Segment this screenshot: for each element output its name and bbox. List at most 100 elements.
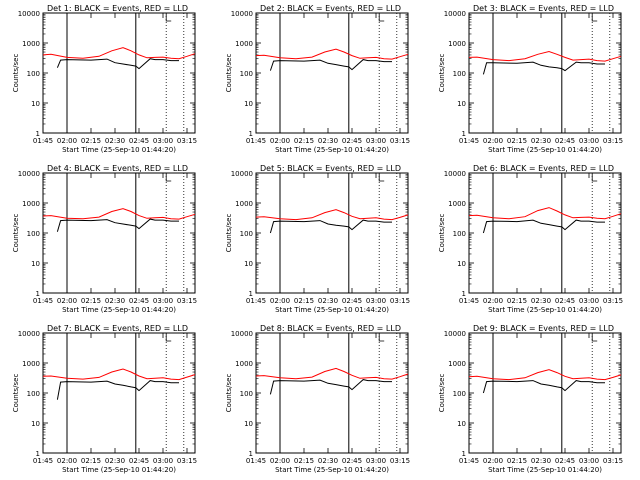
x-tick-label: 02:15 (507, 137, 527, 145)
marker-glyph (591, 14, 598, 22)
events-series-line (269, 59, 392, 71)
x-tick-label: 02:00 (57, 457, 77, 465)
y-tick-label: 1000 (235, 200, 253, 208)
x-tick-label: 02:45 (342, 137, 362, 145)
y-tick-label: 1000 (448, 40, 466, 48)
y-tick-label: 1 (36, 130, 40, 138)
y-tick-label: 1 (462, 290, 466, 298)
plot-title: Det 3: BLACK = Events, RED = LLD (473, 4, 614, 13)
x-tick-label: 02:00 (483, 297, 503, 305)
x-tick-label: 03:00 (366, 297, 386, 305)
events-series-line (482, 219, 605, 234)
y-tick-label: 10 (244, 420, 253, 428)
marker-glyph (378, 174, 385, 182)
x-tick-label: 02:00 (270, 137, 290, 145)
y-tick-label: 1 (462, 450, 466, 458)
plot-panel-det-8: Det 8: BLACK = Events, RED = LLD 1 10 100 10… (225, 324, 410, 474)
y-axis-label: Counts/sec (438, 214, 446, 253)
y-axis-label: Counts/sec (225, 214, 233, 253)
y-tick-label: 10 (457, 100, 466, 108)
y-tick-label: 100 (240, 390, 253, 398)
x-axis-label: Start Time (25-Sep-10 01:44:20) (275, 146, 389, 154)
x-tick-label: 02:15 (81, 457, 101, 465)
y-tick-label: 1000 (235, 40, 253, 48)
y-tick-label: 1000 (22, 200, 40, 208)
plot-frame (468, 332, 622, 454)
events-series-line (56, 218, 179, 232)
events-series-line (269, 379, 392, 395)
x-tick-label: 03:15 (603, 457, 623, 465)
x-tick-label: 01:45 (246, 137, 266, 145)
y-axis-label: Counts/sec (225, 54, 233, 93)
y-tick-label: 100 (27, 390, 40, 398)
x-tick-label: 02:45 (342, 457, 362, 465)
x-tick-label: 02:00 (57, 137, 77, 145)
lld-series-line (255, 367, 409, 380)
lld-series-line (468, 207, 622, 220)
y-tick-label: 100 (453, 70, 466, 78)
plot-title: Det 6: BLACK = Events, RED = LLD (473, 164, 614, 173)
x-tick-label: 03:00 (366, 137, 386, 145)
x-tick-label: 02:30 (318, 137, 338, 145)
plot-frame (42, 172, 196, 294)
x-tick-label: 01:45 (459, 137, 479, 145)
x-tick-label: 03:15 (603, 297, 623, 305)
y-tick-label: 100 (453, 390, 466, 398)
x-tick-label: 03:00 (579, 297, 599, 305)
y-tick-label: 10 (31, 100, 40, 108)
y-tick-label: 10000 (231, 170, 253, 178)
y-tick-label: 1 (249, 130, 253, 138)
y-tick-label: 1000 (22, 360, 40, 368)
x-tick-label: 03:00 (579, 457, 599, 465)
plot-title: Det 7: BLACK = Events, RED = LLD (47, 324, 188, 333)
x-tick-label: 03:15 (177, 137, 197, 145)
y-tick-label: 10000 (444, 10, 466, 18)
y-tick-label: 10 (31, 260, 40, 268)
x-axis-label: Start Time (25-Sep-10 01:44:20) (62, 146, 176, 154)
events-series-line (269, 219, 392, 234)
y-tick-label: 10000 (444, 330, 466, 338)
x-tick-label: 02:15 (507, 297, 527, 305)
plot-frame (42, 332, 196, 454)
plot-panel-det-7: Det 7: BLACK = Events, RED = LLD 1 10 100 10… (12, 324, 197, 474)
y-tick-label: 1000 (22, 40, 40, 48)
marker-glyph (165, 14, 172, 22)
x-axis-label: Start Time (25-Sep-10 01:44:20) (488, 306, 602, 314)
x-tick-label: 01:45 (33, 297, 53, 305)
plot-panel-det-4: Det 4: BLACK = Events, RED = LLD 1 10 100 10… (12, 164, 197, 314)
y-tick-label: 10 (244, 100, 253, 108)
plot-frame (255, 172, 409, 294)
marker-glyph (591, 174, 598, 182)
lld-series-line (42, 47, 196, 60)
y-tick-label: 10000 (18, 330, 40, 338)
x-tick-label: 02:45 (129, 297, 149, 305)
marker-glyph (165, 174, 172, 182)
x-tick-label: 03:15 (603, 137, 623, 145)
y-tick-label: 100 (453, 230, 466, 238)
y-tick-label: 10 (244, 260, 253, 268)
x-tick-label: 02:45 (129, 457, 149, 465)
x-tick-label: 02:30 (318, 297, 338, 305)
x-tick-label: 02:45 (555, 457, 575, 465)
plot-frame (42, 12, 196, 134)
x-tick-label: 02:30 (318, 457, 338, 465)
x-axis-label: Start Time (25-Sep-10 01:44:20) (62, 306, 176, 314)
x-axis-label: Start Time (25-Sep-10 01:44:20) (488, 466, 602, 474)
y-axis-label: Counts/sec (438, 374, 446, 413)
plot-frame (468, 12, 622, 134)
plot-panel-det-6: Det 6: BLACK = Events, RED = LLD 1 10 100 10… (438, 164, 623, 314)
y-tick-label: 100 (27, 230, 40, 238)
x-tick-label: 03:15 (390, 457, 410, 465)
y-axis-label: Counts/sec (12, 374, 20, 413)
y-tick-label: 1 (249, 290, 253, 298)
x-tick-label: 01:45 (459, 297, 479, 305)
x-tick-label: 02:30 (105, 137, 125, 145)
x-tick-label: 02:30 (531, 457, 551, 465)
x-tick-label: 02:15 (81, 137, 101, 145)
y-tick-label: 10000 (18, 10, 40, 18)
marker-glyph (378, 14, 385, 22)
x-tick-label: 01:45 (246, 297, 266, 305)
x-tick-label: 03:00 (153, 137, 173, 145)
lld-series-line (468, 369, 622, 381)
lld-series-line (42, 208, 196, 220)
